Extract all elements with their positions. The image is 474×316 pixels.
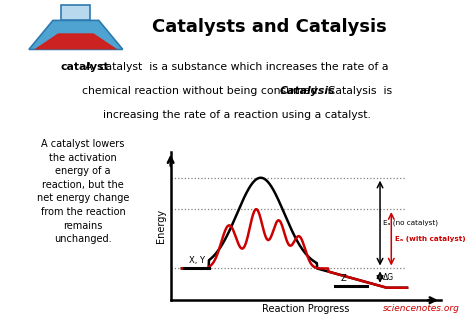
Text: A catalyst lowers
the activation
energy of a
reaction, but the
net energy change: A catalyst lowers the activation energy … — [37, 139, 129, 244]
Polygon shape — [29, 21, 123, 49]
Text: X, Y: X, Y — [189, 256, 205, 265]
X-axis label: Reaction Progress: Reaction Progress — [262, 304, 349, 314]
Text: catalyst: catalyst — [61, 63, 109, 72]
Text: Z: Z — [341, 274, 346, 283]
Y-axis label: Energy: Energy — [156, 209, 166, 243]
Text: Catalysts and Catalysis: Catalysts and Catalysis — [152, 18, 386, 36]
Text: sciencenotes.org: sciencenotes.org — [383, 304, 460, 313]
Text: Eₐ (with catalyst): Eₐ (with catalyst) — [395, 236, 465, 242]
Text: ΔG: ΔG — [383, 273, 394, 282]
Text: Eₐ (no catalyst): Eₐ (no catalyst) — [383, 220, 438, 226]
Polygon shape — [34, 33, 118, 49]
Text: chemical reaction without being consumed.  Catalysis  is: chemical reaction without being consumed… — [82, 87, 392, 96]
Text: increasing the rate of a reaction using a catalyst.: increasing the rate of a reaction using … — [103, 110, 371, 120]
Text: A  catalyst  is a substance which increases the rate of a: A catalyst is a substance which increase… — [85, 63, 389, 72]
Text: Catalysis: Catalysis — [279, 87, 335, 96]
Bar — [61, 5, 91, 21]
